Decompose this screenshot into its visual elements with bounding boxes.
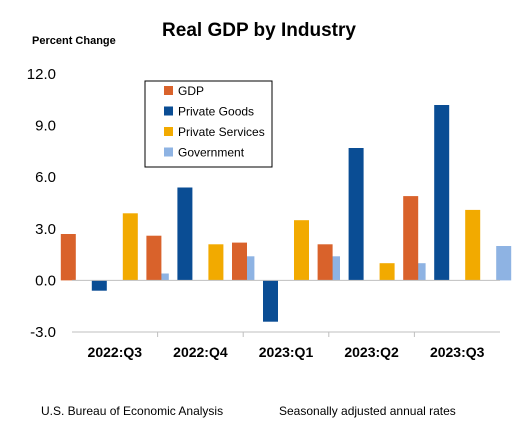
legend-label-government: Government xyxy=(178,146,245,160)
y-tick-label: 6.0 xyxy=(35,169,56,186)
legend-swatch-private-services xyxy=(164,127,173,136)
legend-swatch-private-goods xyxy=(164,106,173,116)
bar-private-services-2022-q3 xyxy=(122,213,138,281)
y-axis-label: Percent Change xyxy=(32,35,116,47)
legend: GDP Private Goods Private Services Governme… xyxy=(144,80,273,168)
x-tick-label: 2022:Q3 xyxy=(88,344,143,360)
bar-private-goods-2023-q3 xyxy=(434,105,450,281)
bar-private-services-2023-q1 xyxy=(294,220,309,281)
bar-private-goods-2023-q1 xyxy=(263,280,278,322)
bar-series-group xyxy=(60,105,512,322)
legend-label-gdp: GDP xyxy=(178,84,204,98)
y-tick-label: 0.0 xyxy=(35,272,56,289)
seasonal-note: Seasonally adjusted annual rates xyxy=(279,404,456,418)
bar-private-goods-2022-q4 xyxy=(177,187,193,281)
bar-private-services-2023-q2 xyxy=(379,263,395,281)
x-tick-label: 2023:Q2 xyxy=(344,344,399,360)
legend-label-private-services: Private Services xyxy=(178,125,265,139)
y-tick-label: 9.0 xyxy=(35,118,56,135)
bar-private-goods-2023-q2 xyxy=(348,148,364,281)
y-tick-label: 3.0 xyxy=(35,221,56,238)
bar-private-goods-2022-q3 xyxy=(91,280,107,291)
x-tick-label: 2023:Q3 xyxy=(430,344,485,360)
y-tick-label: -3.0 xyxy=(30,324,56,341)
y-tick-label: 12.0 xyxy=(27,66,56,83)
x-tick-label: 2022:Q4 xyxy=(173,344,228,360)
bar-gdp-2023-q3 xyxy=(403,196,419,281)
bar-private-services-2023-q3 xyxy=(465,209,481,281)
bar-gdp-2023-q2 xyxy=(317,244,333,281)
y-axis-ticks: 12.0 9.0 6.0 3.0 0.0 -3.0 xyxy=(27,66,56,341)
source-note: U.S. Bureau of Economic Analysis xyxy=(41,404,223,418)
legend-swatch-government xyxy=(164,147,173,157)
chart-title: Real GDP by Industry xyxy=(162,20,356,41)
bar-private-services-2022-q4 xyxy=(208,244,224,281)
x-axis-ticks: 2022:Q3 2022:Q4 2023:Q1 2023:Q2 2023:Q3 xyxy=(88,332,485,360)
bar-gdp-2022-q4 xyxy=(146,235,162,281)
x-tick-label: 2023:Q1 xyxy=(259,344,314,360)
legend-label-private-goods: Private Goods xyxy=(178,105,254,119)
bar-government-2023-q3 xyxy=(496,246,512,281)
bar-gdp-2022-q3 xyxy=(60,234,76,281)
bar-gdp-2023-q1 xyxy=(232,242,247,281)
legend-swatch-gdp xyxy=(164,86,173,95)
